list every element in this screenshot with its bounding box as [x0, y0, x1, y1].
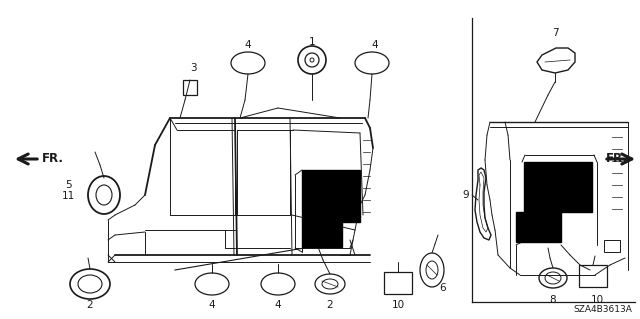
Text: 4: 4 [209, 300, 215, 310]
Bar [524, 162, 592, 212]
Text: 2: 2 [86, 300, 93, 310]
Bar [604, 240, 620, 252]
Bar [384, 272, 412, 294]
Bar [516, 212, 561, 242]
Text: 9: 9 [463, 190, 469, 200]
Text: 7: 7 [552, 28, 558, 38]
Text: 3: 3 [189, 63, 196, 73]
Text: 5: 5 [65, 180, 71, 190]
Text: SZA4B3613A: SZA4B3613A [573, 305, 632, 314]
Text: FR.: FR. [42, 152, 64, 166]
Text: 11: 11 [61, 191, 75, 201]
Text: 6: 6 [440, 283, 446, 293]
Text: 4: 4 [275, 300, 282, 310]
Text: 4: 4 [372, 40, 378, 50]
Bar [183, 80, 197, 95]
Text: 10: 10 [392, 300, 404, 310]
Text: 4: 4 [244, 40, 252, 50]
Text: 2: 2 [326, 300, 333, 310]
Text: 10: 10 [591, 295, 604, 305]
Bar [579, 265, 607, 287]
Text: 1: 1 [308, 37, 316, 47]
Bar [302, 222, 342, 247]
Text: 8: 8 [550, 295, 556, 305]
Bar [302, 170, 360, 222]
Text: FR.: FR. [606, 152, 628, 166]
